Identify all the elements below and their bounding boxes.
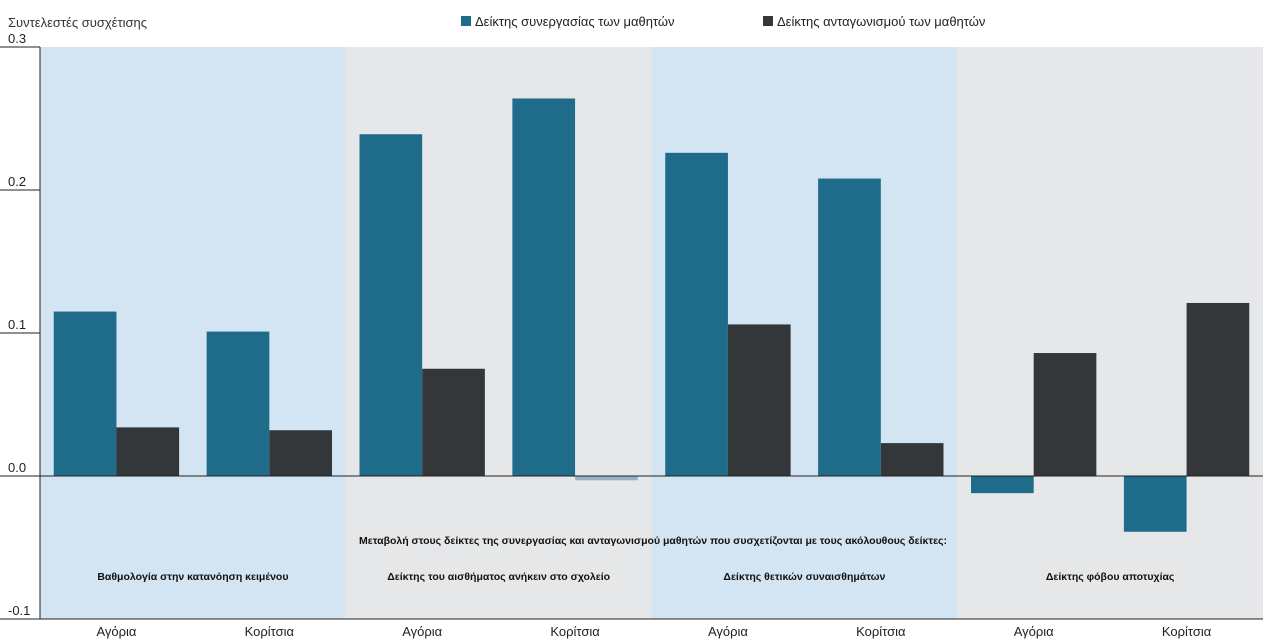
group-label: Δείκτης φόβου αποτυχίας <box>1046 571 1175 583</box>
bar-competition <box>1186 302 1250 476</box>
category-label: Αγόρια <box>708 624 748 639</box>
category-labels: Αγόρια Κορίτσια Αγόρια Κορίτσια Αγόρια Κορίτσ… <box>96 624 1211 639</box>
bar-cooperation <box>206 331 270 476</box>
category-label: Κορίτσια <box>1162 624 1212 639</box>
group-label: Δείκτης του αισθήματος ανήκειν στο σχολε… <box>387 571 610 583</box>
bar-cooperation <box>512 98 576 476</box>
legend-swatch-cooperation <box>461 16 471 26</box>
category-label: Κορίτσια <box>856 624 906 639</box>
background-bands <box>40 47 1263 619</box>
bar-competition <box>116 427 180 476</box>
chart-annotation: Μεταβολή στους δείκτες της συνεργασίας κ… <box>359 535 947 547</box>
bar-competition <box>575 476 638 481</box>
bars <box>53 98 1250 532</box>
bar-cooperation <box>665 152 728 476</box>
bar-competition <box>727 324 791 476</box>
axes: 0.3 0.2 0.1 0.0 -0.1 <box>0 31 1263 620</box>
y-axis-label: Συντελεστές συσχέτισης <box>8 15 147 30</box>
group-labels: Βαθμολογία στην κατανόηση κειμένου Δείκτη… <box>97 571 1175 583</box>
bar-cooperation <box>818 178 881 476</box>
y-tick-label: 0.1 <box>8 317 26 332</box>
group-label: Δείκτης θετικών συναισθημάτων <box>723 571 885 583</box>
y-tick-label: -0.1 <box>8 603 30 618</box>
category-label: Κορίτσια <box>245 624 295 639</box>
category-label: Κορίτσια <box>550 624 600 639</box>
bar-cooperation <box>359 134 423 477</box>
y-tick-label: 0.2 <box>8 174 26 189</box>
y-tick-label: 0.0 <box>8 460 26 475</box>
bar-competition <box>422 368 485 476</box>
bar-cooperation <box>53 311 117 476</box>
bar-competition <box>1033 353 1097 476</box>
y-tick-label: 0.3 <box>8 31 26 46</box>
legend: Δείκτης συνεργασίας των μαθητών Δείκτης … <box>461 14 985 29</box>
category-label: Αγόρια <box>96 624 136 639</box>
legend-label-cooperation: Δείκτης συνεργασίας των μαθητών <box>475 14 675 29</box>
category-label: Αγόρια <box>1014 624 1054 639</box>
legend-swatch-competition <box>763 16 773 26</box>
legend-label-competition: Δείκτης ανταγωνισμού των μαθητών <box>777 14 985 29</box>
category-label: Αγόρια <box>402 624 442 639</box>
bar-competition <box>880 443 944 476</box>
bar-competition <box>269 430 332 476</box>
bar-cooperation <box>1123 476 1187 532</box>
bar-cooperation <box>971 476 1034 494</box>
group-label: Βαθμολογία στην κατανόηση κειμένου <box>97 571 288 583</box>
